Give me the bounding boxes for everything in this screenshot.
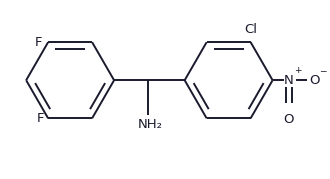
Text: +: +: [294, 66, 301, 75]
Text: O: O: [283, 113, 294, 126]
Text: N: N: [284, 74, 294, 87]
Text: O: O: [309, 74, 319, 87]
Text: Cl: Cl: [244, 23, 257, 36]
Text: F: F: [35, 36, 42, 49]
Text: NH₂: NH₂: [138, 118, 163, 131]
Text: F: F: [37, 112, 45, 125]
Text: −: −: [319, 66, 327, 75]
